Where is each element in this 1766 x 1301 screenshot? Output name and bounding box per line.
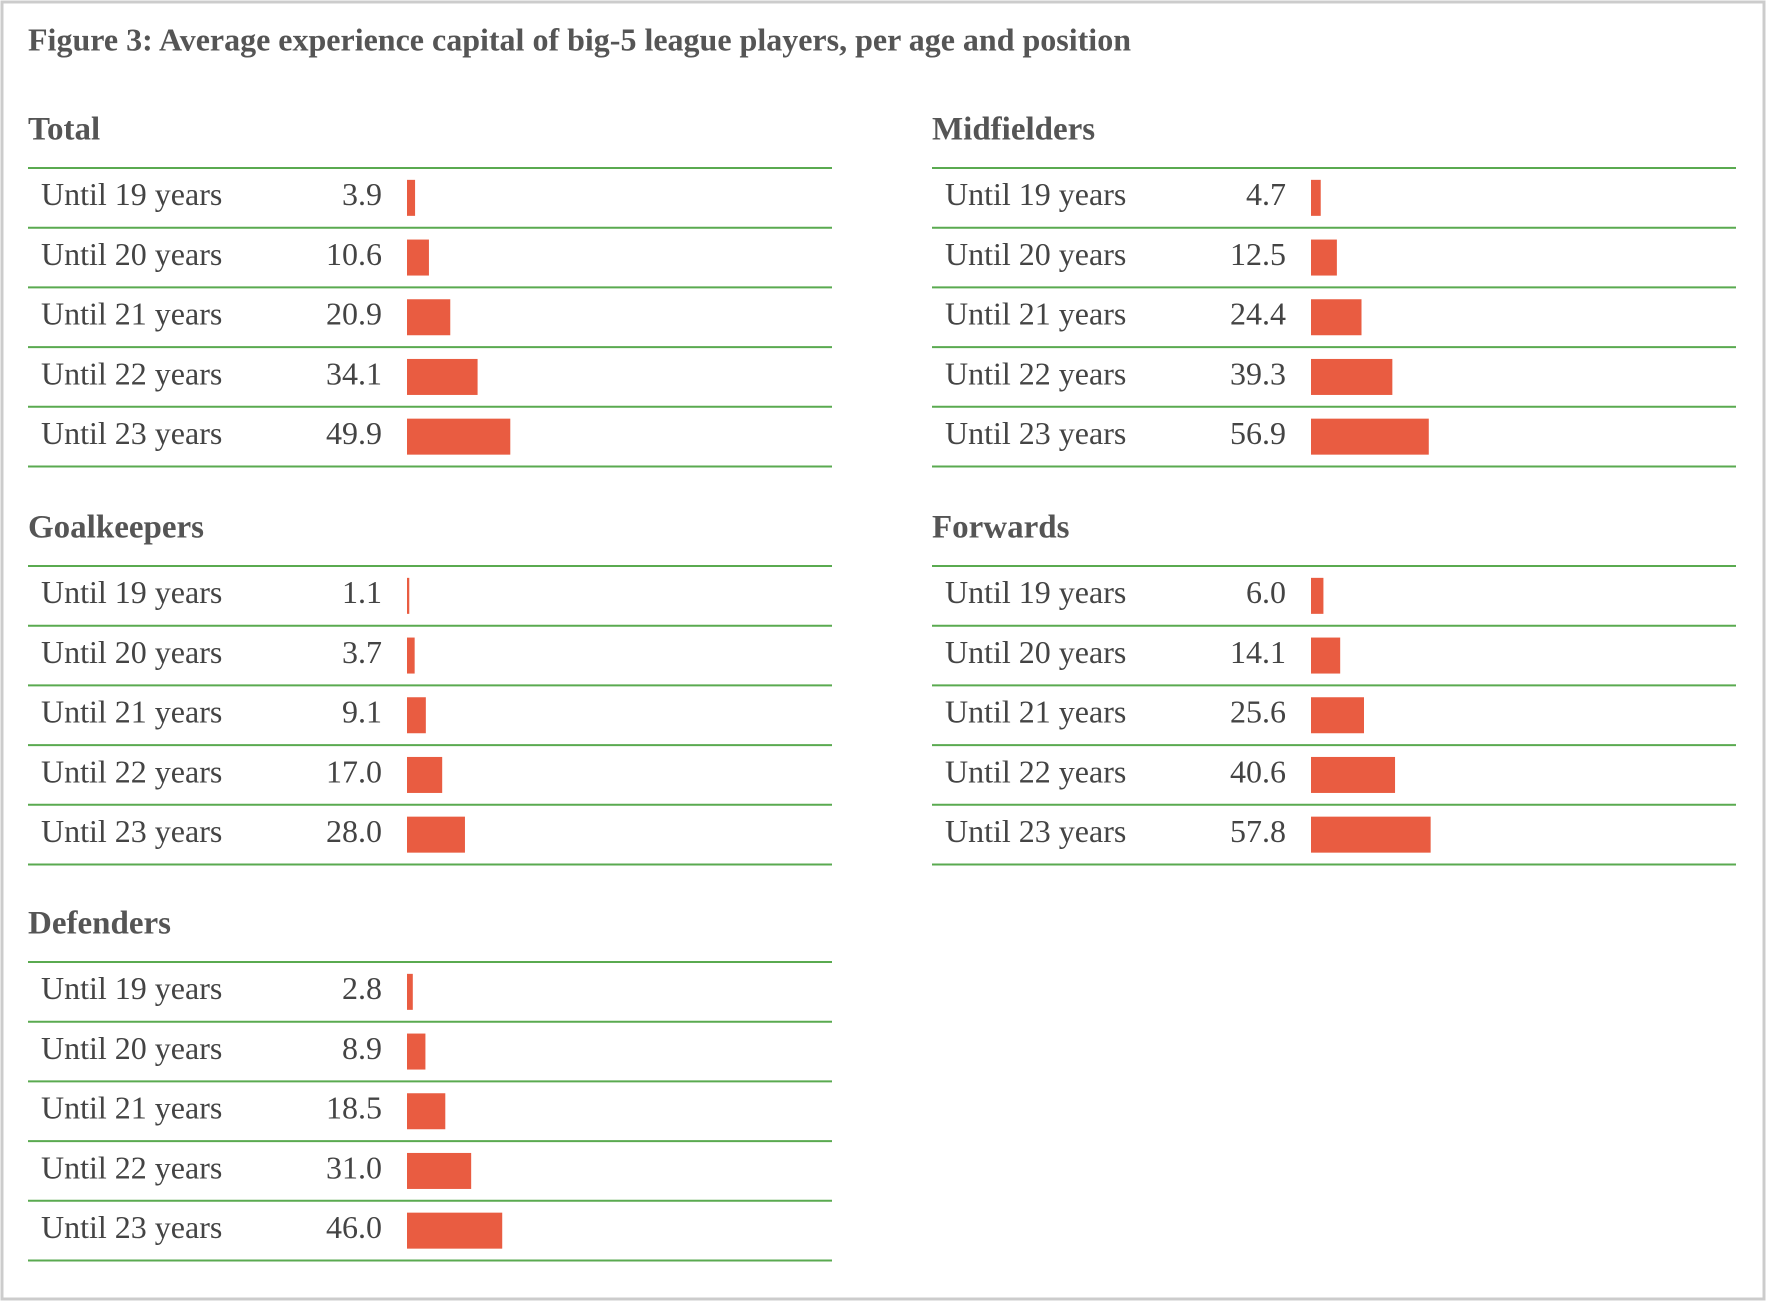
bar bbox=[407, 1033, 426, 1070]
category-label: Until 19 years bbox=[945, 574, 1126, 610]
category-label: Until 19 years bbox=[41, 970, 222, 1006]
figure-title: Figure 3: Average experience capital of … bbox=[28, 21, 1131, 57]
category-label: Until 19 years bbox=[41, 574, 222, 610]
bar bbox=[1311, 358, 1393, 395]
value-label: 6.0 bbox=[1246, 574, 1286, 610]
value-label: 9.1 bbox=[342, 694, 382, 730]
category-label: Until 22 years bbox=[945, 355, 1126, 391]
bar bbox=[1311, 816, 1431, 853]
value-label: 8.9 bbox=[342, 1030, 382, 1066]
value-label: 3.7 bbox=[342, 634, 382, 670]
bar bbox=[407, 358, 478, 395]
bar bbox=[1311, 756, 1396, 793]
bar bbox=[1311, 179, 1321, 216]
value-label: 4.7 bbox=[1246, 176, 1286, 212]
value-label: 40.6 bbox=[1230, 753, 1286, 789]
value-label: 10.6 bbox=[326, 236, 382, 272]
value-label: 24.4 bbox=[1230, 296, 1286, 332]
value-label: 28.0 bbox=[326, 813, 382, 849]
category-label: Until 22 years bbox=[945, 753, 1126, 789]
value-label: 31.0 bbox=[326, 1149, 382, 1185]
category-label: Until 20 years bbox=[41, 1030, 222, 1066]
bar bbox=[407, 697, 426, 734]
value-label: 34.1 bbox=[326, 355, 382, 391]
value-label: 56.9 bbox=[1230, 415, 1286, 451]
category-label: Until 22 years bbox=[41, 355, 222, 391]
bar bbox=[407, 577, 410, 614]
bar bbox=[407, 299, 451, 336]
bar bbox=[407, 1152, 472, 1189]
bar bbox=[407, 637, 415, 674]
bar bbox=[1311, 697, 1364, 734]
category-label: Until 21 years bbox=[945, 694, 1126, 730]
bar bbox=[407, 756, 443, 793]
bar bbox=[1311, 637, 1341, 674]
category-label: Until 22 years bbox=[41, 1149, 222, 1185]
category-label: Until 19 years bbox=[41, 176, 222, 212]
category-label: Until 23 years bbox=[945, 813, 1126, 849]
bar bbox=[1311, 239, 1337, 276]
panel-title: Midfielders bbox=[932, 112, 1095, 148]
panel-title: Defenders bbox=[28, 906, 171, 942]
bar bbox=[407, 816, 465, 853]
value-label: 25.6 bbox=[1230, 694, 1286, 730]
category-label: Until 23 years bbox=[41, 415, 222, 451]
value-label: 14.1 bbox=[1230, 634, 1286, 670]
category-label: Until 23 years bbox=[945, 415, 1126, 451]
panel-title: Total bbox=[28, 112, 100, 148]
value-label: 20.9 bbox=[326, 296, 382, 332]
category-label: Until 23 years bbox=[41, 813, 222, 849]
bar bbox=[407, 418, 511, 455]
bar bbox=[1311, 418, 1429, 455]
bar bbox=[407, 239, 429, 276]
value-label: 3.9 bbox=[342, 176, 382, 212]
category-label: Until 20 years bbox=[945, 236, 1126, 272]
panel-title: Forwards bbox=[932, 510, 1070, 546]
bar bbox=[407, 1093, 446, 1130]
category-label: Until 21 years bbox=[945, 296, 1126, 332]
category-label: Until 20 years bbox=[41, 634, 222, 670]
category-label: Until 21 years bbox=[41, 1090, 222, 1126]
category-label: Until 21 years bbox=[41, 296, 222, 332]
category-label: Until 22 years bbox=[41, 753, 222, 789]
category-label: Until 20 years bbox=[945, 634, 1126, 670]
bar bbox=[407, 973, 413, 1010]
value-label: 46.0 bbox=[326, 1209, 382, 1245]
category-label: Until 19 years bbox=[945, 176, 1126, 212]
bar bbox=[1311, 577, 1324, 614]
value-label: 12.5 bbox=[1230, 236, 1286, 272]
value-label: 57.8 bbox=[1230, 813, 1286, 849]
bar bbox=[407, 179, 416, 216]
category-label: Until 23 years bbox=[41, 1209, 222, 1245]
value-label: 17.0 bbox=[326, 753, 382, 789]
category-label: Until 21 years bbox=[41, 694, 222, 730]
category-label: Until 20 years bbox=[41, 236, 222, 272]
bar bbox=[407, 1212, 503, 1249]
value-label: 1.1 bbox=[342, 574, 382, 610]
panel-title: Goalkeepers bbox=[28, 510, 204, 546]
value-label: 39.3 bbox=[1230, 355, 1286, 391]
value-label: 18.5 bbox=[326, 1090, 382, 1126]
value-label: 2.8 bbox=[342, 970, 382, 1006]
bar bbox=[1311, 299, 1362, 336]
value-label: 49.9 bbox=[326, 415, 382, 451]
